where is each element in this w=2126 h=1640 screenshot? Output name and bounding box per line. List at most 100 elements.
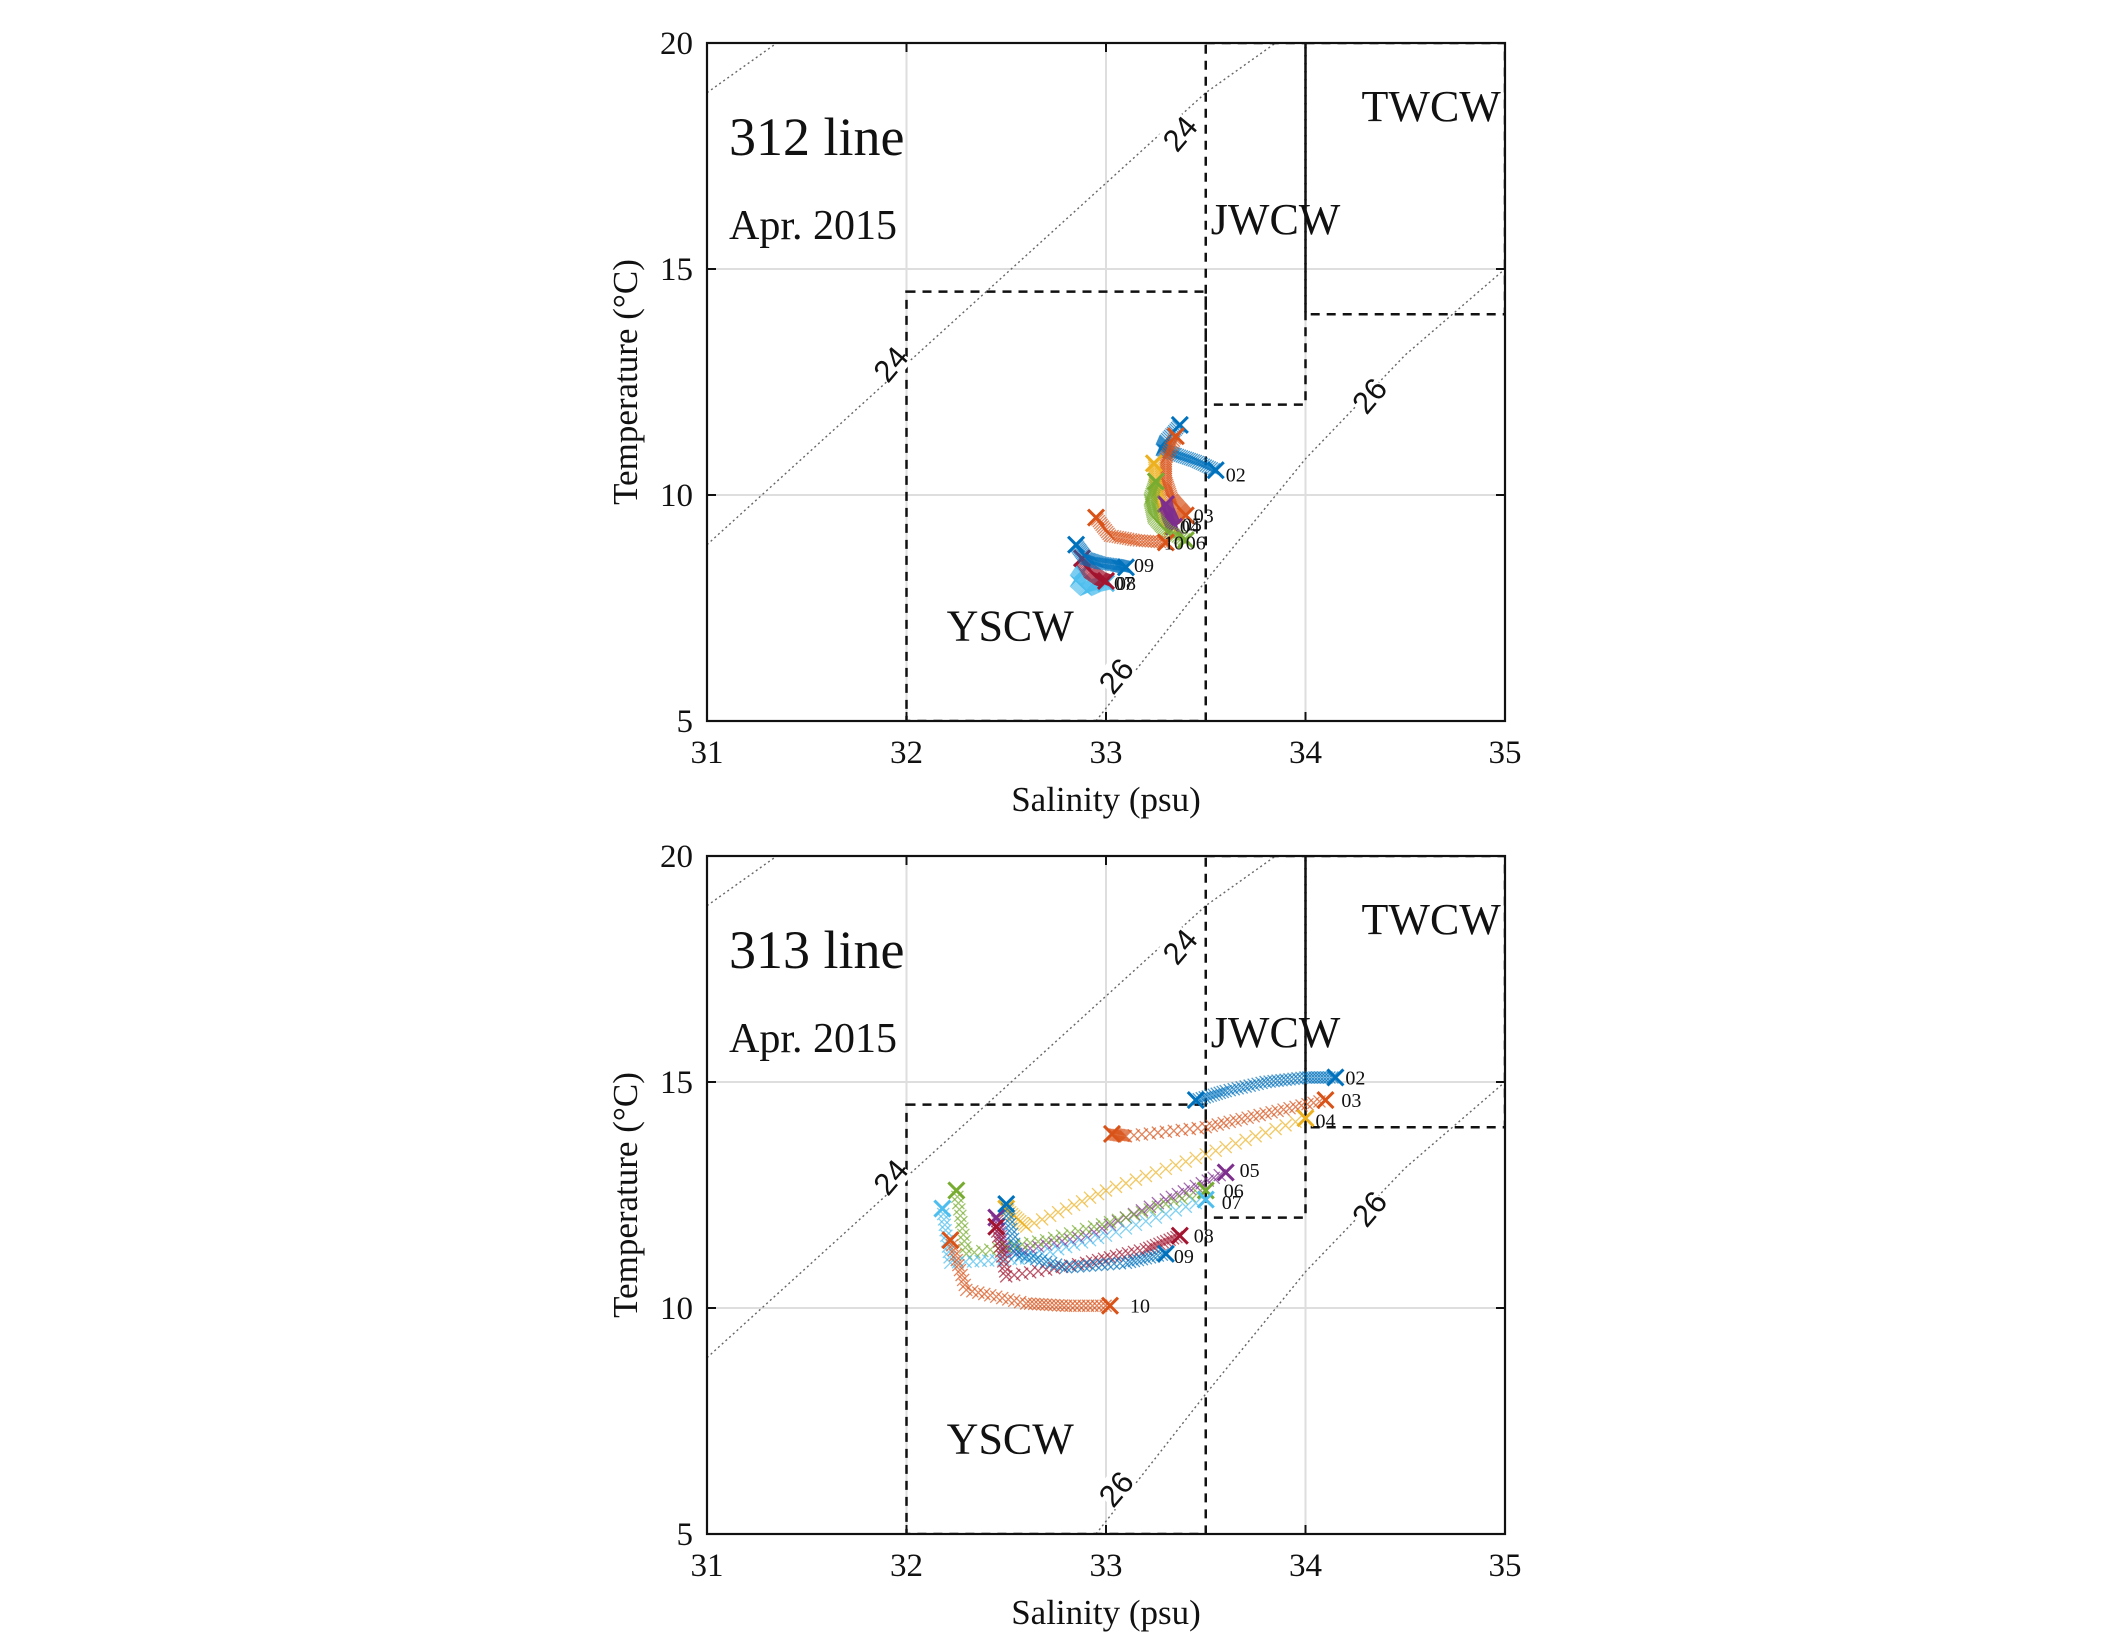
data-point-end [1206, 461, 1225, 480]
data-point [1034, 1254, 1048, 1267]
data-point-end [1196, 1190, 1215, 1209]
station-label-04: 04 [1315, 1110, 1335, 1132]
data-point [1239, 1080, 1253, 1093]
data-point [1087, 1220, 1101, 1234]
isopycnal-label-bg [868, 1155, 913, 1199]
data-point [1179, 1200, 1193, 1214]
station-series-10 [1086, 508, 1175, 552]
data-point [1227, 1082, 1241, 1096]
data-point [1255, 1076, 1269, 1090]
data-point [1009, 1247, 1023, 1261]
data-point [1169, 1203, 1183, 1217]
data-point [1106, 529, 1120, 543]
data-point [1023, 1236, 1037, 1250]
data-point [1143, 1250, 1157, 1264]
data-point [1127, 1254, 1141, 1268]
isopycnal-label-bg [1347, 373, 1392, 418]
data-point-start [1102, 1124, 1122, 1144]
data-point [1325, 1071, 1339, 1084]
isopycnal-23 [707, 856, 778, 907]
data-point [950, 1253, 964, 1267]
data-point [1143, 1203, 1157, 1216]
data-point [1089, 1258, 1103, 1272]
data-point [1023, 1265, 1037, 1279]
data-point-start [941, 1231, 960, 1250]
station-series-04 [997, 1109, 1315, 1234]
x-tick-label: 31 [691, 735, 724, 771]
data-point [1129, 1218, 1143, 1232]
data-point [1308, 1071, 1321, 1084]
data-point [1131, 1253, 1145, 1267]
data-point [1027, 1216, 1041, 1230]
data-point-start [1144, 454, 1163, 473]
data-point [1155, 1248, 1169, 1262]
data-point [998, 1264, 1012, 1278]
data-point-start [1186, 1091, 1205, 1110]
data-point [1139, 1169, 1153, 1183]
data-point [1083, 1233, 1097, 1247]
station-label-07: 07 [1222, 1192, 1242, 1214]
y-tick-label: 20 [660, 26, 693, 62]
data-point [1019, 1250, 1033, 1263]
station-label-03: 03 [1194, 505, 1214, 527]
data-point [1071, 1259, 1085, 1273]
data-point [1113, 531, 1127, 544]
station-label-02: 02 [1226, 465, 1246, 487]
data-point [1083, 1259, 1097, 1272]
data-point-start [947, 1181, 966, 1200]
isopycnal-label: 26 [1092, 652, 1141, 701]
data-point-end [1216, 1163, 1235, 1182]
data-point [1159, 1207, 1173, 1221]
isopycnal-label-bg [1347, 1186, 1392, 1231]
data-point [1091, 1187, 1105, 1201]
data-point-start [1067, 535, 1086, 554]
water-mass-label-jwcw: JWCW [1211, 195, 1341, 244]
data-point [1159, 1197, 1173, 1211]
data-point [1019, 1220, 1033, 1234]
isopycnal-26 [1095, 268, 1505, 721]
data-point [952, 1203, 966, 1216]
isopycnal-label: 24 [866, 1153, 915, 1202]
data-point [948, 1248, 962, 1262]
data-point [1302, 1071, 1315, 1084]
data-point [951, 1196, 965, 1210]
data-point [1146, 505, 1160, 519]
data-point [1159, 452, 1173, 466]
data-point-start [1086, 508, 1106, 527]
x-tick-label: 32 [890, 1548, 923, 1584]
data-point [1067, 1198, 1081, 1212]
water-mass-box-twcw [1304, 856, 1505, 1129]
data-point [1083, 1191, 1097, 1205]
x-tick-label: 34 [1289, 1548, 1322, 1584]
isopycnal-label-bg [1158, 111, 1202, 156]
data-point [1153, 1237, 1166, 1251]
station-label-09: 09 [1174, 1246, 1194, 1268]
x-tick-label: 31 [691, 1548, 724, 1584]
data-point-start [1156, 494, 1175, 514]
x-axis-label: Salinity (psu) [1011, 780, 1201, 819]
isopycnal-label-bg [1094, 1466, 1138, 1511]
water-mass-box-yscw [905, 1103, 1207, 1534]
data-point [939, 1223, 953, 1237]
station-label-08: 08 [1194, 1226, 1214, 1248]
data-point [1223, 1083, 1237, 1097]
data-point [1269, 1122, 1283, 1136]
data-point [1119, 1221, 1133, 1235]
data-point [1044, 1256, 1058, 1270]
data-point [1095, 1217, 1109, 1231]
data-point [1029, 1252, 1043, 1266]
data-point [1065, 1260, 1079, 1274]
isopycnal-label: 26 [1345, 371, 1394, 420]
y-tick-label: 5 [677, 1517, 694, 1553]
water-mass-label-yscw: YSCW [947, 602, 1075, 651]
station-series-10 [941, 1231, 1120, 1315]
data-point [1119, 1176, 1133, 1190]
data-point [1059, 1260, 1073, 1274]
data-point-end [1176, 531, 1195, 550]
y-axis-label: Temperature (°C) [606, 1072, 645, 1318]
data-point [953, 1209, 967, 1223]
x-tick-label: 32 [890, 735, 923, 771]
data-point [1149, 1211, 1163, 1225]
isopycnal-label-bg [868, 342, 913, 386]
